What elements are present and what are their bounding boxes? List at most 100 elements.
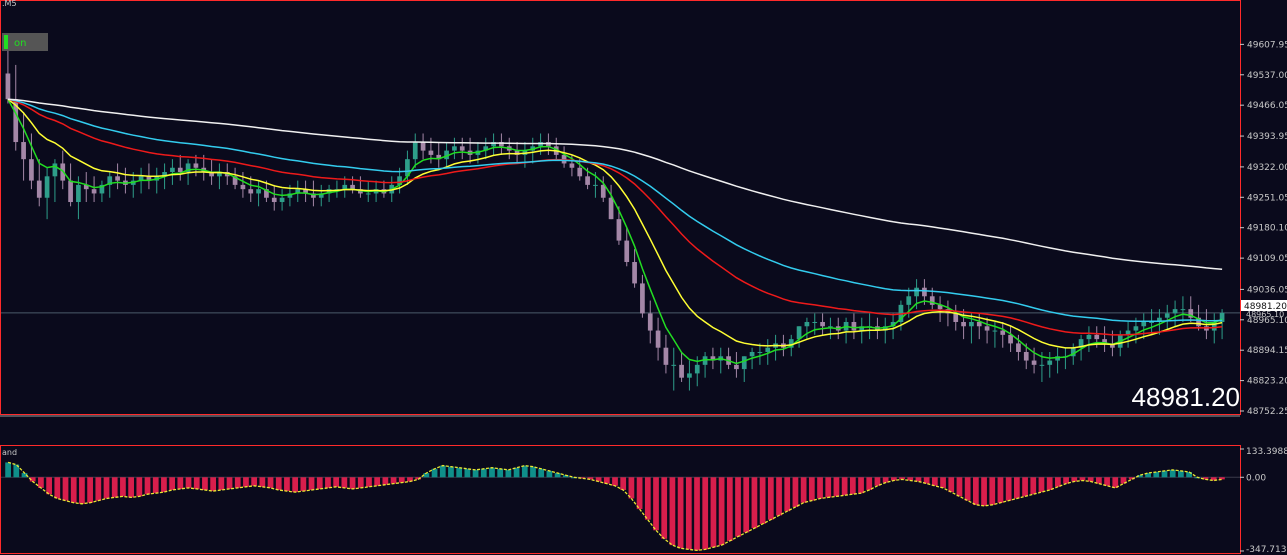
candle-body bbox=[1211, 321, 1217, 331]
histogram-bar bbox=[292, 477, 299, 493]
candle-body bbox=[138, 176, 144, 181]
histogram-bar bbox=[587, 477, 594, 480]
histogram-bar bbox=[456, 467, 463, 478]
candle-body bbox=[1094, 334, 1100, 340]
candle-body bbox=[514, 150, 520, 155]
histogram-bar bbox=[530, 466, 536, 478]
candle-body bbox=[240, 184, 246, 190]
candle-body bbox=[1164, 313, 1170, 318]
histogram-bar bbox=[825, 477, 832, 498]
histogram-bar bbox=[1071, 477, 1078, 482]
histogram-bar bbox=[915, 477, 922, 482]
timeframe-label: .M5 bbox=[2, 0, 17, 8]
price-tick-label: 48894.15 bbox=[1247, 346, 1287, 356]
candle-body bbox=[83, 184, 89, 190]
histogram-bar bbox=[956, 477, 963, 497]
candle-body bbox=[593, 184, 598, 186]
candle-body bbox=[585, 176, 590, 185]
moving-averages-group bbox=[7, 98, 1223, 365]
histogram-bar bbox=[759, 477, 766, 524]
histogram-bar bbox=[907, 477, 914, 481]
candle-body bbox=[444, 150, 449, 160]
histogram-bar bbox=[784, 477, 791, 512]
histogram-bar bbox=[1186, 471, 1192, 478]
histogram-bar bbox=[562, 475, 569, 478]
histogram-bar bbox=[202, 477, 208, 491]
histogram-bar bbox=[472, 469, 479, 478]
candle-body bbox=[36, 180, 42, 198]
candle-body bbox=[655, 330, 661, 348]
histogram-bar bbox=[1038, 477, 1045, 493]
moving-average-line bbox=[7, 98, 1223, 349]
candle-body bbox=[146, 176, 152, 181]
big-price-display: 48981.20 bbox=[1132, 382, 1240, 412]
price-tick-label: 49537.00 bbox=[1247, 71, 1287, 81]
oscillator-tick-label: 133.3988 bbox=[1246, 447, 1287, 457]
histogram-bar bbox=[431, 468, 438, 478]
oscillator-tick-label: -347.7132 bbox=[1246, 545, 1287, 555]
candle-body bbox=[295, 189, 301, 194]
histogram-bar bbox=[87, 477, 93, 503]
histogram-bar bbox=[808, 477, 815, 501]
candle-body bbox=[342, 184, 348, 190]
candle-body bbox=[76, 184, 81, 203]
candle-body bbox=[420, 142, 426, 151]
histogram-bar bbox=[177, 477, 184, 489]
candle-body bbox=[248, 189, 254, 194]
histogram-bar bbox=[251, 477, 258, 486]
histogram-bar bbox=[595, 477, 602, 482]
histogram-bar bbox=[644, 477, 651, 520]
candle-body bbox=[976, 321, 982, 327]
price-tick-label: 49036.05 bbox=[1247, 285, 1287, 295]
histogram-bar bbox=[111, 477, 118, 498]
candle-body bbox=[577, 167, 583, 177]
candle-body bbox=[21, 142, 26, 160]
histogram-bar bbox=[423, 473, 430, 478]
candle-body bbox=[969, 321, 974, 327]
candle-body bbox=[1070, 347, 1076, 357]
histogram-bar bbox=[653, 477, 659, 531]
histogram-bar bbox=[669, 477, 676, 546]
histogram-bar bbox=[661, 477, 668, 539]
histogram-bar bbox=[620, 477, 627, 491]
toggle-on-button[interactable]: on bbox=[2, 33, 48, 51]
histogram-bar bbox=[1087, 477, 1094, 482]
oscillator-pane-border bbox=[0, 445, 1241, 554]
histogram-bar bbox=[726, 477, 733, 541]
candle-body bbox=[397, 176, 402, 185]
candle-body bbox=[749, 351, 755, 357]
histogram-bar bbox=[579, 477, 586, 479]
current-price-tag: 48981.20 48965.10 bbox=[1241, 300, 1287, 319]
candle-body bbox=[1086, 334, 1092, 340]
candle-body bbox=[820, 321, 825, 327]
candle-body bbox=[679, 364, 684, 378]
oscillator-pane[interactable]: 133.3988 0.00 -347.7132 and bbox=[0, 445, 1287, 555]
histogram-bar bbox=[259, 477, 266, 487]
histogram-bar bbox=[899, 477, 905, 480]
histogram-bar bbox=[776, 477, 782, 516]
candle-body bbox=[687, 373, 692, 378]
price-tick-label: 49180.10 bbox=[1247, 224, 1287, 234]
price-tick-label: 49109.05 bbox=[1247, 254, 1287, 264]
toggle-on-background bbox=[2, 33, 48, 51]
histogram-bar bbox=[735, 477, 741, 537]
histogram-bar bbox=[1013, 477, 1020, 499]
histogram-bar bbox=[940, 477, 946, 488]
price-tick-label: 48823.20 bbox=[1247, 377, 1287, 387]
histogram-bar bbox=[79, 477, 85, 504]
histogram-bar bbox=[29, 477, 36, 482]
price-tag-text: 48981.20 bbox=[1244, 302, 1287, 312]
candle-body bbox=[757, 351, 763, 353]
candle-body bbox=[279, 197, 285, 203]
candle-body bbox=[929, 296, 935, 305]
histogram-bar bbox=[415, 477, 422, 480]
histogram-bar bbox=[136, 477, 143, 497]
candle-body bbox=[828, 326, 833, 328]
candle-body bbox=[177, 167, 183, 173]
candle-body bbox=[1102, 339, 1107, 344]
candle-body bbox=[303, 189, 308, 194]
price-pane[interactable]: 49607.95 49537.00 49466.05 49393.95 49322.00… bbox=[0, 0, 1287, 417]
histogram-bar bbox=[62, 477, 69, 501]
candle-body bbox=[734, 364, 739, 370]
